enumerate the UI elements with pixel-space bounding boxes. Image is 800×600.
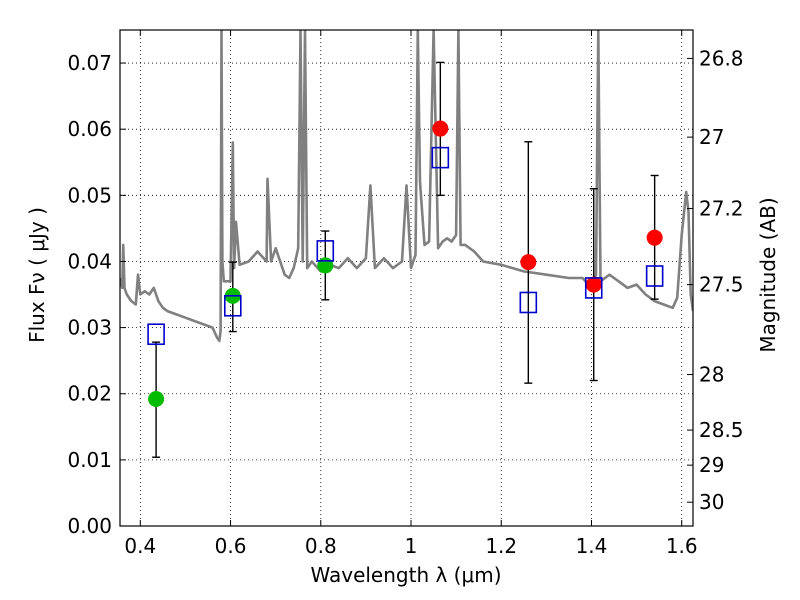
red-data-point: [646, 229, 663, 246]
right-tick-label: 27: [699, 125, 724, 149]
spectrum-line: [120, 30, 693, 343]
x-tick-label: 1.4: [576, 534, 608, 558]
model-square-marker: [584, 277, 603, 299]
y-axis-right-title: Magnitude (AB): [756, 197, 780, 352]
red-data-point: [585, 276, 602, 293]
model-square-marker: [147, 323, 165, 346]
y-tick-label: 0.00: [67, 514, 112, 538]
model-square-marker: [645, 265, 664, 287]
model-square-marker: [223, 294, 242, 317]
y-tick-label: 0.02: [67, 382, 112, 406]
y-tick-label: 0.04: [67, 249, 112, 273]
x-tick-label: 0.8: [305, 534, 337, 558]
y-tick-label: 0.01: [67, 448, 112, 472]
x-tick-label: 0.4: [124, 534, 156, 558]
right-tick-label: 29: [699, 453, 724, 477]
plot-area: [120, 30, 693, 458]
x-axis-title: Wavelength λ (μm): [310, 563, 501, 587]
right-tick-label: 26.8: [699, 46, 744, 70]
axes-frame: [119, 29, 694, 527]
x-tick-label: 1.2: [485, 534, 517, 558]
green-data-point: [148, 391, 165, 408]
axis-ticks: 0.4 0.6 0.8 1 1.2 1.4 1.6 0.00 0.01 0.02 0.03 0.04 0…: [67, 30, 744, 558]
y-axis-title: Flux Fν ( μJy ): [25, 207, 49, 343]
y-tick-label: 0.03: [67, 316, 112, 340]
model-square-marker: [431, 146, 450, 169]
model-square-marker: [316, 240, 335, 262]
right-tick-label: 27.5: [699, 273, 744, 297]
y-tick-label: 0.07: [67, 51, 112, 75]
right-tick-label: 30: [699, 490, 724, 514]
right-tick-label: 27.2: [699, 197, 744, 221]
green-data-point: [317, 257, 334, 274]
y-tick-label: 0.05: [67, 183, 112, 207]
x-tick-label: 1: [405, 534, 418, 558]
right-tick-label: 28.5: [699, 418, 744, 442]
red-data-point: [432, 120, 449, 137]
y-tick-label: 0.06: [67, 117, 112, 141]
right-tick-label: 28: [699, 363, 724, 387]
red-data-point: [520, 254, 537, 271]
model-square-marker: [519, 291, 538, 314]
x-tick-label: 1.6: [666, 534, 698, 558]
x-tick-label: 0.6: [215, 534, 247, 558]
